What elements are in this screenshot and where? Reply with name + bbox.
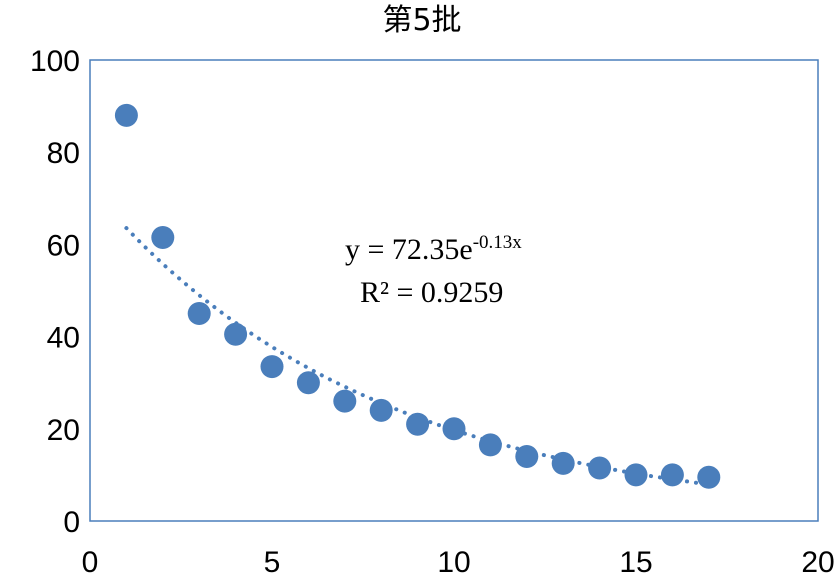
data-points — [114, 103, 721, 489]
data-point — [333, 389, 357, 413]
plot-area — [89, 59, 819, 522]
y-tick-label: 80 — [47, 137, 80, 170]
data-point — [660, 463, 684, 487]
x-tick-label: 10 — [437, 546, 470, 579]
data-point — [114, 103, 138, 127]
data-point — [369, 398, 393, 422]
y-tick-label: 60 — [47, 229, 80, 262]
chart-title: 第5批 — [382, 3, 461, 38]
r-squared-label: R² = 0.9259 — [360, 276, 503, 309]
data-point — [442, 417, 466, 441]
data-point — [697, 465, 721, 489]
data-point — [187, 302, 211, 326]
x-tick-label: 0 — [82, 546, 99, 579]
data-point — [296, 371, 320, 395]
y-axis-tick-labels: 0 20 40 60 80 100 — [30, 45, 80, 539]
y-tick-label: 100 — [30, 45, 80, 78]
x-axis-tick-labels: 0 5 10 15 20 — [82, 546, 835, 579]
data-point — [224, 322, 248, 346]
y-tick-label: 20 — [47, 414, 80, 447]
x-tick-label: 15 — [619, 546, 652, 579]
data-point — [260, 355, 284, 379]
data-point — [478, 433, 502, 457]
equation-exponent: -0.13x — [473, 232, 523, 253]
data-point — [406, 412, 430, 436]
data-point — [551, 451, 575, 475]
y-tick-label: 0 — [63, 506, 80, 539]
data-point — [515, 444, 539, 468]
x-tick-label: 20 — [801, 546, 834, 579]
y-tick-label: 40 — [47, 322, 80, 355]
data-point — [624, 463, 648, 487]
data-point — [588, 456, 612, 480]
data-point — [151, 225, 175, 249]
equation-base: y = 72.35e — [345, 233, 473, 266]
trendline-equation: y = 72.35e-0.13x — [345, 232, 522, 266]
x-tick-label: 5 — [264, 546, 281, 579]
trendline — [124, 226, 711, 487]
